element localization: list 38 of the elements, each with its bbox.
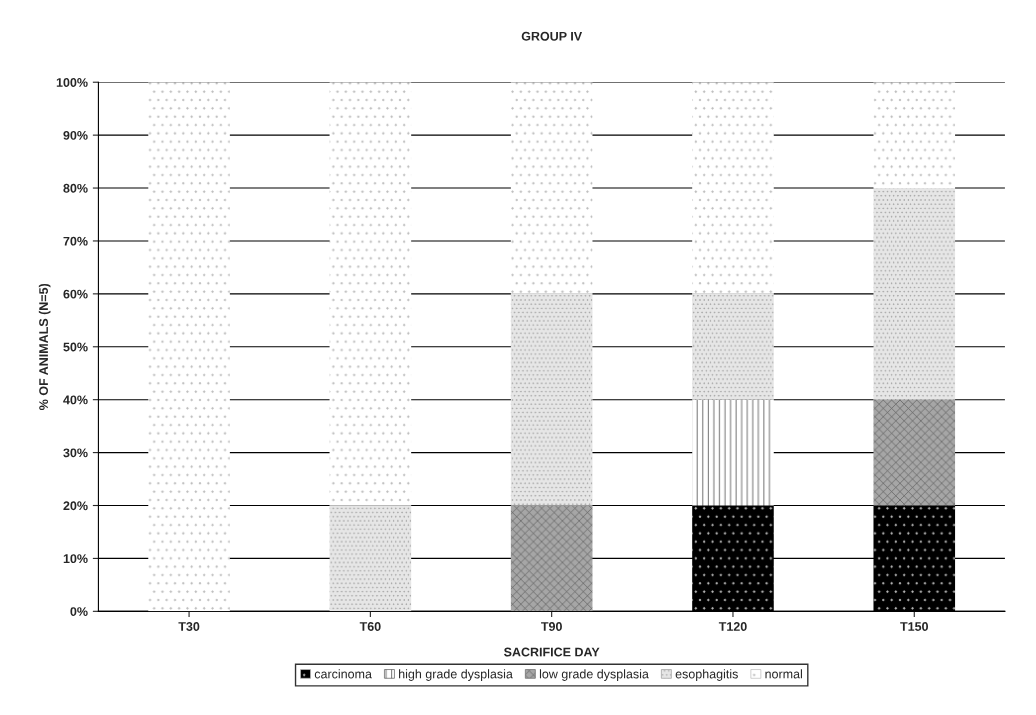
y-tick-label: 60% bbox=[63, 289, 88, 299]
bar bbox=[329, 505, 412, 612]
bar bbox=[692, 293, 774, 400]
x-tick-label: T30 bbox=[178, 622, 200, 631]
y-axis-title: % OF ANIMALS (N=5) bbox=[38, 283, 51, 410]
x-tick-label: T120 bbox=[718, 622, 747, 631]
bar bbox=[148, 82, 230, 612]
bar bbox=[329, 82, 412, 506]
legend-label: esophagitis bbox=[675, 669, 738, 681]
y-tick-label: 50% bbox=[63, 342, 88, 352]
legend-label: low grade dysplasia bbox=[539, 669, 649, 681]
x-tick-label: T150 bbox=[900, 622, 928, 631]
y-tick-label: 20% bbox=[63, 501, 88, 511]
y-tick-label: 70% bbox=[63, 236, 88, 246]
x-tick-label: T60 bbox=[359, 622, 381, 631]
y-tick-label: 10% bbox=[63, 554, 88, 564]
legend-label: high grade dysplasia bbox=[399, 669, 513, 681]
bar bbox=[873, 399, 956, 506]
y-tick-label: 80% bbox=[63, 183, 88, 193]
y-tick-label: 90% bbox=[63, 130, 88, 140]
bar bbox=[873, 188, 956, 400]
y-tick-label: 0% bbox=[70, 607, 88, 616]
y-tick-label: 30% bbox=[63, 448, 88, 458]
legend-label: normal bbox=[765, 669, 802, 679]
y-tick-label: 100% bbox=[56, 78, 88, 87]
bar bbox=[873, 505, 956, 612]
bar bbox=[692, 82, 774, 294]
bar bbox=[510, 505, 593, 612]
bar bbox=[510, 82, 593, 294]
bar bbox=[692, 505, 774, 612]
chart-title: GROUP IV bbox=[521, 31, 583, 41]
x-tick-label: T90 bbox=[541, 622, 562, 631]
bar bbox=[873, 82, 956, 189]
y-tick-label: 40% bbox=[63, 395, 88, 405]
legend-label: carcinoma bbox=[314, 669, 372, 679]
x-axis-title: SACRIFICE DAY bbox=[503, 647, 600, 657]
bar bbox=[510, 293, 593, 506]
bar bbox=[692, 399, 774, 506]
